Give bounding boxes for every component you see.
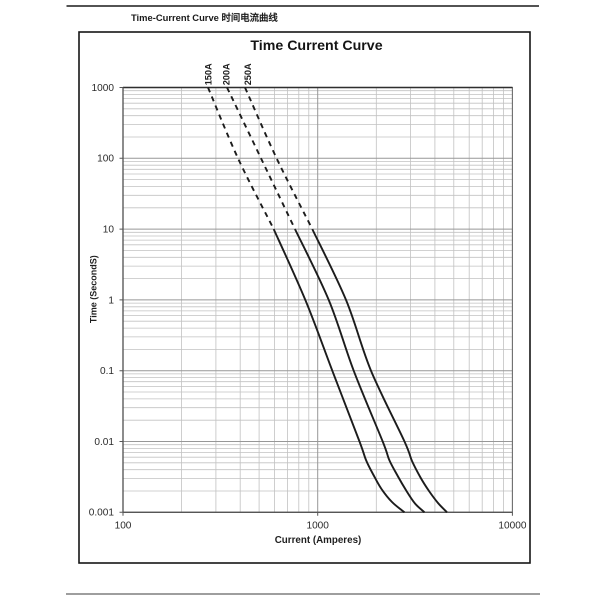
svg-text:150A: 150A [204, 63, 214, 85]
svg-text:Time Current Curve: Time Current Curve [250, 38, 382, 54]
svg-text:1000: 1000 [92, 83, 115, 94]
svg-text:1000: 1000 [306, 520, 329, 531]
svg-text:10: 10 [103, 225, 115, 236]
svg-text:1: 1 [108, 295, 114, 306]
svg-text:10000: 10000 [498, 520, 526, 531]
svg-text:0.01: 0.01 [94, 437, 114, 448]
svg-text:250A: 250A [243, 63, 253, 85]
svg-text:200A: 200A [222, 63, 232, 85]
svg-text:100: 100 [97, 154, 114, 165]
svg-text:Current (Amperes): Current (Amperes) [275, 535, 362, 546]
svg-text:0.001: 0.001 [89, 508, 115, 519]
svg-text:100: 100 [115, 520, 132, 531]
svg-text:Time (SecondS): Time (SecondS) [89, 255, 99, 323]
svg-text:0.1: 0.1 [100, 366, 114, 377]
